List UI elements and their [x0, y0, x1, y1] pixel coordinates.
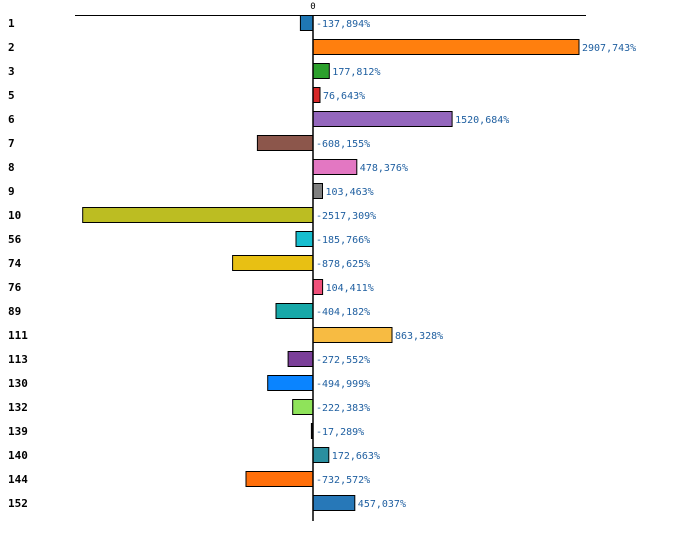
category-label-152: 152 — [8, 497, 28, 510]
value-label-9: 103,463% — [326, 187, 374, 198]
category-label-56: 56 — [8, 233, 22, 246]
category-label-139: 139 — [8, 425, 28, 438]
bar-2 — [312, 39, 580, 55]
category-label-76: 76 — [8, 281, 22, 294]
bar-10 — [82, 207, 314, 223]
value-label-76: 104,411% — [326, 283, 374, 294]
category-label-74: 74 — [8, 257, 22, 270]
value-label-8: 478,376% — [360, 163, 408, 174]
bar-5 — [312, 87, 321, 103]
category-label-132: 132 — [8, 401, 28, 414]
category-label-140: 140 — [8, 449, 28, 462]
value-label-1: -137,894% — [316, 19, 370, 30]
category-label-5: 5 — [8, 89, 15, 102]
bar-8 — [312, 159, 358, 175]
bar-140 — [312, 447, 330, 463]
value-label-10: -2517,309% — [316, 211, 376, 222]
bar-1 — [299, 15, 314, 31]
category-label-6: 6 — [8, 113, 15, 126]
category-label-89: 89 — [8, 305, 21, 318]
labels-layer: 1 -137,894% 2 2907,743% 3 177,812% 5 76,643% 6 15… — [8, 17, 636, 510]
category-label-130: 130 — [8, 377, 28, 390]
value-label-7: -608,155% — [316, 139, 370, 150]
category-label-3: 3 — [8, 65, 15, 78]
value-label-74: -878,625% — [316, 259, 370, 270]
value-label-130: -494,999% — [316, 379, 370, 390]
value-label-111: 863,328% — [395, 331, 443, 342]
bar-3 — [312, 63, 330, 79]
value-label-3: 177,812% — [332, 67, 380, 78]
bar-132 — [292, 399, 314, 415]
bar-74 — [232, 255, 314, 271]
category-label-8: 8 — [8, 161, 15, 174]
bar-144 — [245, 471, 314, 487]
bar-113 — [287, 351, 314, 367]
category-label-144: 144 — [8, 473, 28, 486]
value-label-56: -185,766% — [316, 235, 370, 246]
value-label-2: 2907,743% — [582, 43, 636, 54]
category-label-1: 1 — [8, 17, 15, 30]
value-label-140: 172,663% — [332, 451, 380, 462]
bar-6 — [312, 111, 453, 127]
bar-7 — [256, 135, 314, 151]
bar-9 — [312, 183, 323, 199]
bar-76 — [312, 279, 324, 295]
category-label-111: 111 — [8, 329, 28, 342]
bar-130 — [267, 375, 314, 391]
bar-111 — [312, 327, 393, 343]
bar-56 — [295, 231, 314, 247]
value-label-89: -404,182% — [316, 307, 370, 318]
value-label-113: -272,552% — [316, 355, 370, 366]
zero-tick-label: 0 — [310, 2, 315, 12]
category-label-10: 10 — [8, 209, 21, 222]
bar-89 — [275, 303, 314, 319]
bars-layer — [82, 15, 580, 511]
category-label-2: 2 — [8, 41, 15, 54]
value-label-6: 1520,684% — [455, 115, 509, 126]
category-label-113: 113 — [8, 353, 28, 366]
value-label-152: 457,037% — [358, 499, 406, 510]
value-label-139: -17,289% — [316, 427, 364, 438]
category-label-7: 7 — [8, 137, 15, 150]
category-label-9: 9 — [8, 185, 15, 198]
value-label-144: -732,572% — [316, 475, 370, 486]
value-label-5: 76,643% — [323, 91, 365, 102]
bar-152 — [312, 495, 356, 511]
value-label-132: -222,383% — [316, 403, 370, 414]
